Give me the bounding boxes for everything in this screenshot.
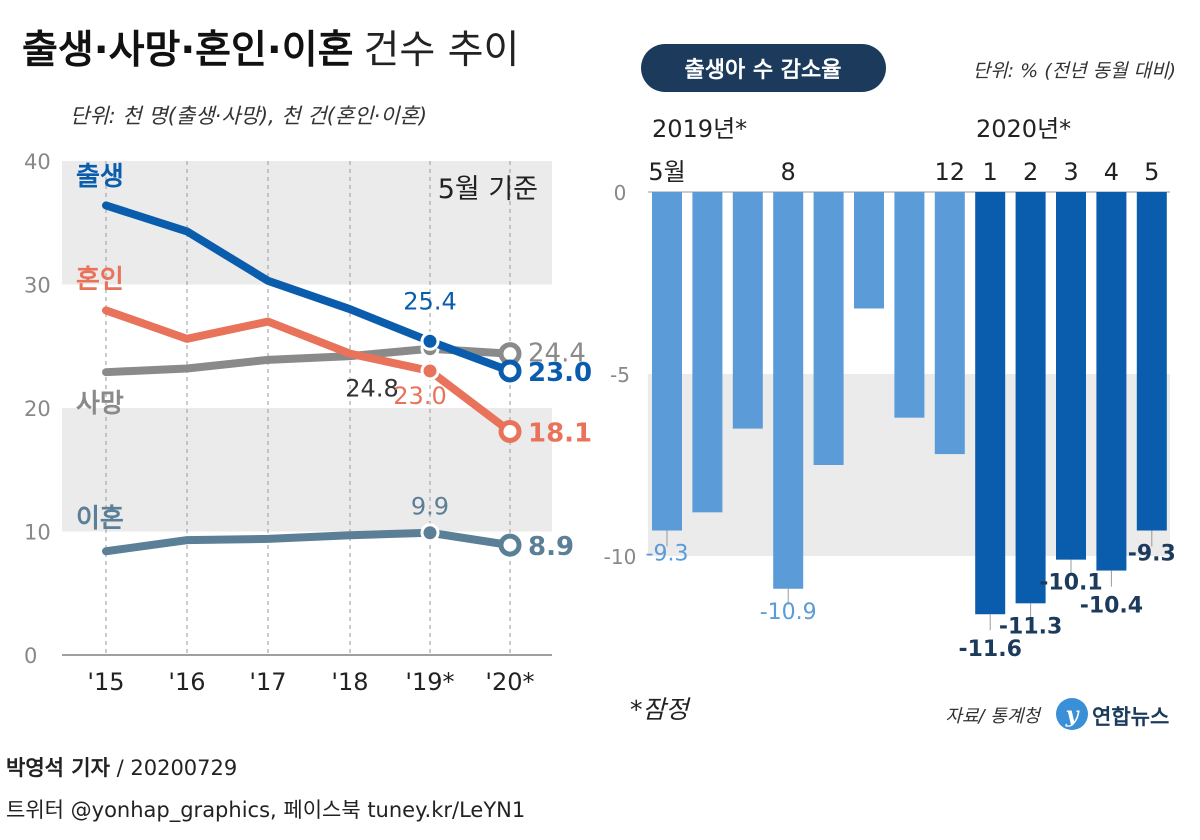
left-axis: '15 '16 '17 '18 '19* '20* 0 10 20 30 40 [24,150,552,696]
chart-title-bold: 출생·사망·혼인·이혼 [22,28,354,73]
series-value-label-death: 24.4 [528,339,586,369]
basis-label: 5월 기준 [438,174,538,205]
year-label-2020: 2020년* [976,115,1071,143]
chart-title-light: 건수 추이 [364,28,520,73]
bar-2019-06 [692,192,723,513]
series-value-label-birth: 23.0 [528,358,592,388]
reporter-name: 박영석 기자 [6,756,110,780]
grid-band-30-40 [62,161,552,285]
bar-2019-08 [773,192,804,589]
footer: 박영석 기자 / 20200729 트위터 @yonhap_graphics, … [0,742,1200,840]
right-unit-label: 단위: % (전년 동월 대비) [973,60,1176,82]
left-grid-bands [62,161,552,532]
x-tick-label: 12 [935,158,966,186]
right-bars [652,192,1167,615]
bar-value-label: -10.4 [1080,594,1143,619]
right-bar-labels: 2019년* 2020년* 5월 -9.3 8 -10.9 12 1 -11.6 2 -11.3 3 -… [646,115,1176,662]
bar-value-label: -10.1 [1039,571,1102,596]
series-marker-divorce [420,523,440,543]
bar-2019-10 [854,192,884,309]
x-tick-label: 1 [983,158,998,186]
left-series [102,201,522,557]
series-name-death: 사망 [76,389,124,419]
byline: 박영석 기자 / 20200729 [6,756,238,780]
footnote: *잠정 [630,695,692,724]
series-value-label-marriage: 23.0 [393,382,446,410]
source-label: 자료/ 통계청 [945,706,1042,727]
social-links: 트위터 @yonhap_graphics, 페이스북 tuney.kr/LeYN… [6,798,526,822]
y-tick-label: 0 [24,644,37,668]
grid-band-10-20 [62,408,552,532]
y-tick-label: 20 [24,397,51,421]
series-name-divorce: 이혼 [76,504,124,534]
x-tick-label: 8 [781,158,796,186]
x-tick-label: '17 [249,668,286,696]
bar-value-label: -9.3 [646,542,689,567]
bar-2019-12 [934,192,965,455]
x-tick-label: 3 [1063,158,1078,186]
bar-2020-04 [1096,192,1127,571]
left-series-labels: 사망 24.8 24.4 이혼 9.9 8.9 혼인 23.0 18.1 출생 25.4 23.0 [76,162,592,562]
right-title: 출생아 수 감소율 [685,58,842,83]
bar-value-label: -11.6 [958,637,1021,662]
bar-2020-02 [1015,192,1046,604]
series-line-divorce [102,528,514,556]
x-tick-label: '20* [485,668,534,696]
series-value-label-marriage: 18.1 [528,418,592,448]
bar-2019-07 [732,192,763,429]
bar-2019-09 [813,192,844,465]
y-tick-label: 30 [24,274,51,298]
series-value-label-divorce: 8.9 [528,532,574,562]
bar-2020-05 [1136,192,1167,531]
year-label-2019: 2019년* [652,115,747,143]
bar-2020-03 [1056,192,1086,560]
y-tick-label: -5 [610,363,630,387]
y-tick-label: 40 [24,150,51,174]
series-value-label-divorce: 9.9 [411,493,449,521]
series-name-birth: 출생 [76,162,124,192]
series-end-marker-marriage [498,419,522,443]
bar-value-label: -9.3 [1128,542,1176,567]
x-tick-label: 2 [1023,158,1038,186]
bar-value-label: -10.9 [760,600,817,625]
logo-icon [1056,698,1088,730]
logo-text: 연합뉴스 [1092,705,1169,729]
bar-value-label: -11.3 [999,614,1062,639]
series-value-label-death: 24.8 [345,375,398,403]
publish-date: 20200729 [130,756,238,780]
series-value-label-birth: 25.4 [403,287,456,315]
x-tick-label: '18 [331,668,368,696]
series-end-marker-birth [498,359,522,383]
series-line-birth [102,201,514,375]
x-tick-label: 5 [1144,158,1159,186]
series-marker-marriage [420,361,440,381]
left-unit-label: 단위: 천 명(출생·사망), 천 건(혼인·이혼) [70,104,427,128]
y-tick-label: -10 [604,545,637,569]
y-tick-label: 0 [614,181,627,205]
right-title-pill [641,44,886,92]
bar-2019-11 [894,192,925,418]
x-tick-label: 5월 [648,158,685,186]
x-tick-label: '16 [168,668,205,696]
x-tick-label: '15 [87,668,124,696]
logo: y 연합뉴스 [1056,698,1169,730]
bar-2020-01 [975,192,1006,615]
series-name-marriage: 혼인 [76,265,124,295]
y-tick-label: 10 [24,521,51,545]
chart-title: 출생·사망·혼인·이혼 건수 추이 [22,28,519,73]
bar-2019-05 [652,192,682,531]
x-tick-label: 4 [1104,158,1119,186]
x-tick-label: '19* [405,668,454,696]
series-line-marriage [102,306,514,436]
logo-mark: y [1065,702,1081,728]
series-end-marker-divorce [498,533,522,557]
series-marker-birth [420,331,440,351]
